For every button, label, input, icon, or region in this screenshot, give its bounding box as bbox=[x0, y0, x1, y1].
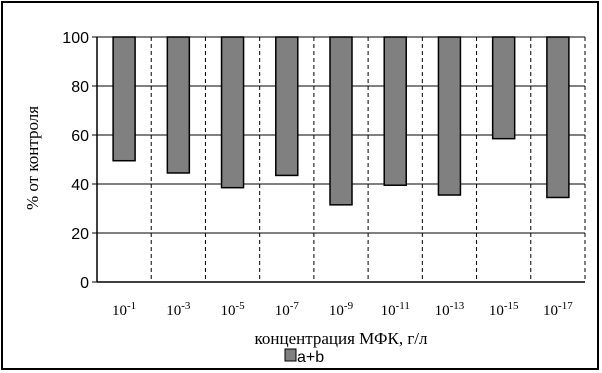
x-tick-label-2: 10-5 bbox=[220, 300, 245, 319]
y-tick-label-4: 80 bbox=[71, 79, 89, 96]
bar-3 bbox=[275, 36, 299, 177]
legend-swatch bbox=[284, 348, 297, 362]
y-tick-label-1: 20 bbox=[71, 226, 89, 243]
x-tick-label-5: 10-11 bbox=[381, 300, 410, 319]
x-tick-label-8: 10-17 bbox=[543, 300, 573, 319]
vertical-gridlines bbox=[150, 37, 586, 282]
bar-2 bbox=[220, 36, 245, 189]
x-tick-label-3: 10-7 bbox=[275, 300, 300, 319]
bar-7 bbox=[491, 36, 516, 140]
x-tick-label-0: 10-1 bbox=[112, 300, 136, 319]
y-axis-label: % от контроля bbox=[23, 106, 42, 210]
x-tick-label-4: 10-9 bbox=[329, 300, 354, 319]
bar-5 bbox=[383, 36, 407, 186]
y-tick-label-5: 100 bbox=[62, 30, 89, 47]
legend-label: a+b bbox=[297, 349, 324, 366]
bar-series bbox=[112, 36, 570, 206]
legend: a+b bbox=[284, 348, 324, 366]
y-tick-label-0: 0 bbox=[80, 275, 89, 292]
bar-1 bbox=[166, 36, 191, 174]
axes bbox=[92, 36, 585, 283]
x-axis-label: концентрация МФК, г/л bbox=[254, 329, 428, 348]
bar-8 bbox=[546, 36, 570, 199]
y-tick-label-3: 60 bbox=[71, 128, 89, 145]
bar-4 bbox=[329, 36, 353, 206]
bar-0 bbox=[112, 36, 136, 162]
x-tick-label-7: 10-15 bbox=[489, 300, 519, 319]
x-tick-labels: 10-1 10-3 10-5 10-7 10-9 10-11 10-13 10-15 10-17 bbox=[112, 300, 573, 319]
x-tick-label-1: 10-3 bbox=[166, 300, 191, 319]
x-tick-label-6: 10-13 bbox=[435, 300, 465, 319]
y-tick-labels: 0 20 40 60 80 100 bbox=[62, 30, 89, 292]
y-tick-label-2: 40 bbox=[71, 177, 89, 194]
bar-6 bbox=[437, 36, 462, 196]
